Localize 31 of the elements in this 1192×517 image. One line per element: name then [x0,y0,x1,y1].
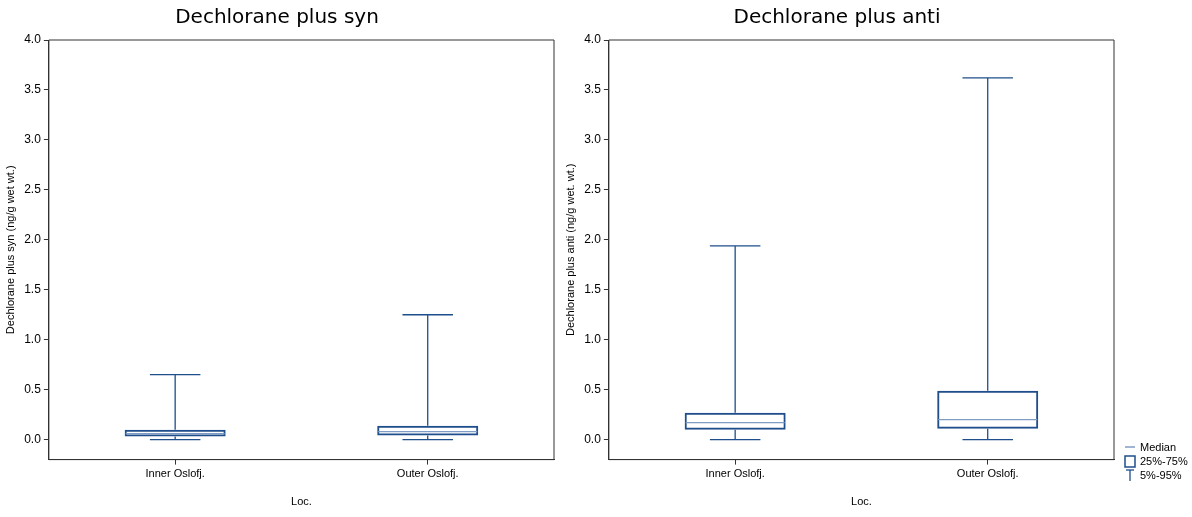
y-tick-label: 0.0 [24,431,42,446]
chart-title: Dechlorane plus anti [733,4,941,29]
text: 25%-75% [1140,454,1188,468]
y-tick-label: 3.5 [24,82,42,97]
text: Median [1140,440,1177,454]
y-tick-label: 1.0 [584,332,602,347]
text: 5%-95% [1140,468,1182,482]
y-tick-label: 3.5 [584,82,602,97]
y-tick-label: 1.0 [24,332,42,347]
y-axis-title: Dechlorane plus syn (ng/g wet wt.) [3,165,16,335]
y-tick-label: 4.0 [24,32,42,47]
x-tick-label: Inner Oslofj. [145,467,205,480]
chart-title: Dechlorane plus syn [175,4,379,29]
x-axis-title: Loc. [291,495,312,508]
x-tick-label: Outer Oslofj. [956,467,1019,480]
y-tick-label: 2.0 [24,232,42,247]
y-axis-title: Dechlorane plus anti (ng/g wet. wt.) [563,163,576,337]
y-tick-label: 2.5 [24,182,42,197]
y-tick-label: 0.5 [584,381,602,396]
y-tick-label: 2.5 [584,182,602,197]
x-axis-title: Loc. [851,495,872,508]
y-tick-label: 1.5 [584,282,602,297]
y-tick-label: 0.0 [584,431,602,446]
y-tick-label: 4.0 [584,32,602,47]
y-tick-label: 2.0 [584,232,602,247]
y-tick-label: 1.5 [24,282,42,297]
y-tick-label: 3.0 [584,132,602,147]
x-tick-label: Outer Oslofj. [396,467,459,480]
y-tick-label: 3.0 [24,132,42,147]
x-tick-label: Inner Oslofj. [705,467,765,480]
y-tick-label: 0.5 [24,381,42,396]
